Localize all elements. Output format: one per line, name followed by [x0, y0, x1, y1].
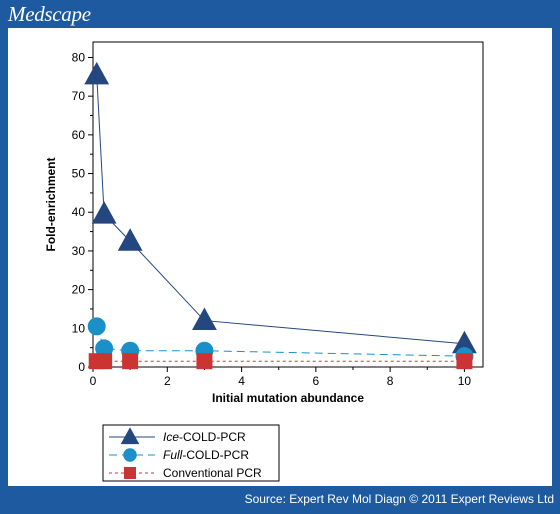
x-tick-label: 6	[313, 374, 320, 388]
y-tick-label: 80	[72, 50, 86, 64]
brand-logo: Medscape	[8, 2, 91, 26]
source-credit: Source: Expert Rev Mol Diagn © 2011 Expe…	[244, 492, 554, 506]
data-point-square	[124, 467, 136, 479]
data-point-triangle	[84, 61, 110, 85]
data-point-square	[196, 353, 213, 370]
data-point-triangle	[192, 307, 217, 331]
legend-label-rest: -COLD-PCR	[179, 430, 246, 444]
legend-label-italic: Full	[163, 448, 183, 462]
y-tick-label: 60	[72, 128, 86, 142]
data-point-square	[456, 353, 473, 370]
plot-frame	[92, 41, 484, 368]
x-tick-label: 8	[387, 374, 394, 388]
x-tick-label: 2	[164, 374, 171, 388]
series-markers-1	[87, 317, 474, 366]
data-point-triangle	[452, 330, 477, 354]
y-tick-label: 10	[72, 321, 86, 335]
x-axis-label: Initial mutation abundance	[212, 391, 364, 405]
y-axis-label: Fold-enrichment	[44, 157, 58, 251]
y-tick-label: 50	[72, 167, 86, 181]
y-tick-label: 70	[72, 89, 86, 103]
data-point-circle	[123, 448, 137, 462]
legend-label: Full-COLD-PCR	[163, 448, 249, 462]
header-bar: Medscape	[0, 0, 560, 28]
y-tick-label: 40	[72, 205, 86, 219]
legend-label-rest: -COLD-PCR	[182, 448, 249, 462]
y-tick-label: 20	[72, 283, 86, 297]
data-point-triangle	[120, 427, 140, 445]
x-tick-label: 0	[90, 374, 97, 388]
series-line-1	[96, 326, 465, 357]
x-tick-label: 10	[458, 374, 472, 388]
data-point-triangle	[91, 201, 117, 224]
data-point-square	[122, 353, 139, 370]
data-point-circle	[95, 339, 114, 358]
data-point-square	[96, 353, 113, 370]
legend-label-rest: Conventional PCR	[163, 466, 262, 480]
data-point-triangle	[117, 228, 143, 251]
footer-bar: Source: Expert Rev Mol Diagn © 2011 Expe…	[0, 486, 560, 514]
legend-label: Ice-COLD-PCR	[163, 430, 246, 444]
series-markers-2	[88, 353, 473, 370]
data-point-circle	[87, 317, 106, 336]
series-markers-0	[84, 61, 477, 354]
y-tick-label: 0	[78, 360, 85, 374]
legend-label-italic: Ice	[163, 430, 179, 444]
y-tick-label: 30	[72, 244, 86, 258]
series-line-0	[96, 74, 465, 345]
legend-label: Conventional PCR	[163, 466, 262, 480]
x-tick-label: 4	[238, 374, 245, 388]
